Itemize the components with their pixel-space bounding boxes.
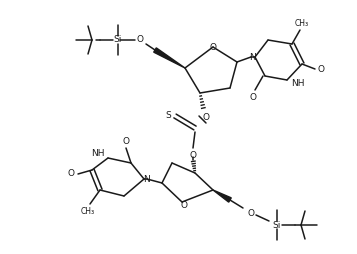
- Text: S: S: [165, 112, 171, 120]
- Text: O: O: [181, 201, 187, 211]
- Text: O: O: [190, 151, 196, 160]
- Polygon shape: [213, 190, 231, 202]
- Text: O: O: [317, 65, 325, 73]
- Text: CH₃: CH₃: [81, 207, 95, 215]
- Polygon shape: [154, 48, 185, 68]
- Text: O: O: [67, 169, 75, 179]
- Text: CH₃: CH₃: [295, 19, 309, 27]
- Text: O: O: [247, 209, 255, 217]
- Text: N: N: [143, 174, 149, 183]
- Text: O: O: [210, 42, 216, 52]
- Text: N: N: [250, 53, 256, 61]
- Text: Si: Si: [114, 36, 122, 44]
- Text: O: O: [250, 92, 256, 102]
- Text: NH: NH: [91, 150, 105, 158]
- Text: O: O: [202, 114, 210, 122]
- Text: NH: NH: [291, 80, 305, 88]
- Text: O: O: [136, 36, 144, 44]
- Text: Si: Si: [273, 220, 281, 230]
- Text: O: O: [122, 136, 130, 146]
